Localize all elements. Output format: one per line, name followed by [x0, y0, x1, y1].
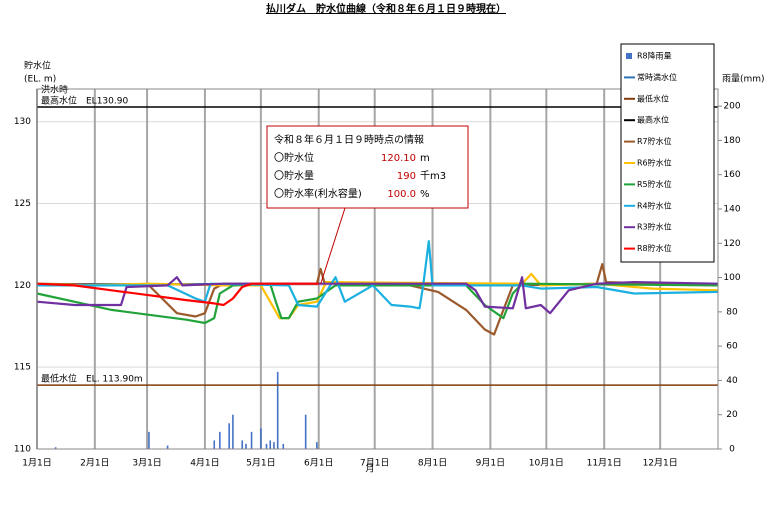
legend-label: R7貯水位: [637, 136, 672, 146]
y2-tick-label: 120: [723, 239, 740, 249]
annotation-value: 100.0: [387, 189, 416, 200]
y-tick-label: 130: [14, 117, 31, 127]
rain-bar: [54, 447, 57, 449]
annotation-label: 〇貯水位: [274, 151, 314, 164]
y-tick-label: 125: [14, 199, 31, 209]
rain-bar: [260, 428, 262, 449]
y2-tick-label: 80: [726, 307, 738, 317]
y-axis-label: 貯水位: [24, 60, 51, 72]
y2-tick-label: 200: [723, 102, 740, 112]
rain-bar: [166, 445, 169, 449]
x-tick-label: 11月1日: [587, 458, 622, 469]
water-level-line: [36, 282, 719, 325]
x-tick-label: 10月1日: [529, 458, 564, 469]
reference-label: 最高水位 EL130.90: [41, 95, 128, 107]
y-tick-label: 110: [14, 445, 31, 455]
chart-title: 払川ダム 貯水位曲線（令和８年６月１日９時現在）: [266, 2, 506, 15]
annotation-unit: %: [420, 189, 430, 200]
rain-bar: [282, 443, 285, 449]
x-tick-label: 1月1日: [22, 458, 51, 469]
annotation-label: 〇貯水量: [274, 170, 314, 182]
legend-label: R3貯水位: [637, 222, 672, 232]
rain-bar: [148, 431, 150, 449]
legend-label: 最低水位: [637, 93, 669, 103]
rain-bar: [232, 414, 234, 449]
y2-tick-label: 160: [723, 170, 740, 180]
x-tick-label: 2月1日: [80, 458, 109, 469]
legend-swatch: [626, 53, 632, 59]
y2-tick-label: 20: [726, 410, 738, 420]
y2-tick-label: 0: [729, 445, 735, 455]
x-tick-label: 5月1日: [246, 458, 275, 469]
annotation-leader: [320, 207, 346, 284]
y2-tick-label: 140: [723, 205, 740, 215]
annotation-label: 〇貯水率(利水容量): [274, 187, 362, 200]
rain-bar: [241, 440, 244, 449]
annotation-box: [266, 125, 469, 209]
legend-label: R6貯水位: [637, 158, 672, 168]
y2-axis-label: 雨量(mm): [722, 74, 765, 85]
legend-box: [620, 43, 715, 263]
legend-label: 常時満水位: [637, 72, 677, 82]
rain-bar: [273, 442, 275, 449]
rain-bar: [250, 431, 253, 449]
reference-label: 最低水位 EL. 113.90m: [41, 373, 143, 385]
annotation-value: 120.10: [381, 153, 416, 164]
rain-bar: [228, 423, 230, 449]
legend-label: R5貯水位: [637, 179, 672, 189]
x-tick-label: 7月1日: [360, 458, 389, 469]
x-tick-label: 4月1日: [190, 458, 219, 469]
y2-tick-label: 180: [723, 136, 740, 146]
annotation-unit: m: [420, 153, 430, 164]
legend-label: R4貯水位: [637, 200, 672, 210]
rain-bar: [213, 440, 216, 449]
legend-label: R8降雨量: [637, 51, 672, 61]
legend-label: R8貯水位: [637, 243, 672, 253]
rain-bar: [265, 443, 268, 449]
x-tick-label: 9月1日: [476, 458, 505, 469]
x-tick-label: 3月1日: [132, 458, 161, 469]
x-tick-label: 6月1日: [304, 458, 333, 469]
rain-bar: [304, 414, 307, 449]
rain-bar: [245, 443, 247, 449]
rain-bar: [269, 440, 272, 449]
rain-bar: [219, 431, 221, 449]
x-tick-label: 8月1日: [418, 458, 447, 469]
plot-frame: [36, 88, 719, 450]
rain-bar: [316, 442, 318, 449]
water-level-line: [36, 276, 719, 315]
y-tick-label: 115: [14, 363, 31, 373]
annotation-unit: 千m3: [420, 170, 446, 182]
annotation-value: 190: [397, 171, 416, 182]
y2-tick-label: 100: [723, 273, 740, 283]
y2-tick-label: 60: [726, 342, 738, 352]
y-axis-label: (EL. m): [24, 75, 56, 85]
x-axis-label: 月: [365, 464, 374, 475]
water-level-line: [37, 240, 719, 310]
rain-bar: [276, 371, 279, 449]
y2-tick-label: 40: [726, 376, 738, 386]
legend-label: 最高水位: [637, 115, 669, 125]
water-level-line: [36, 282, 319, 307]
y-tick-label: 120: [14, 281, 31, 291]
x-tick-label: 12月1日: [643, 458, 678, 469]
annotation-title: 令和８年６月１日９時時点の情報: [274, 133, 424, 146]
